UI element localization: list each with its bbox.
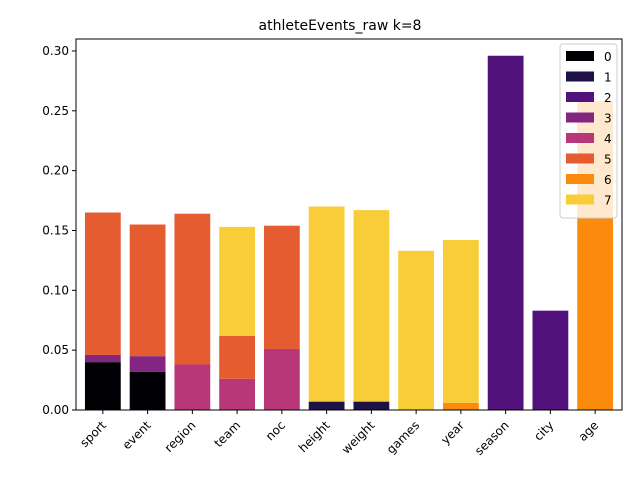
bar-segment-team-cluster-5 <box>219 335 256 379</box>
legend-swatch-6 <box>566 174 594 184</box>
chart-title: athleteEvents_raw k=8 <box>259 18 422 34</box>
bar-segment-team-cluster-7 <box>219 226 256 336</box>
legend-swatch-0 <box>566 51 594 61</box>
legend-swatch-1 <box>566 71 594 82</box>
bar-segment-sport-cluster-0 <box>84 362 121 410</box>
legend-label-3: 3 <box>604 112 612 126</box>
bar-segment-year-cluster-7 <box>442 240 479 403</box>
y-tick-label: 0.25 <box>42 104 69 118</box>
y-tick-label: 0.05 <box>42 343 69 357</box>
y-tick-label: 0.00 <box>42 403 69 417</box>
bar-segment-season-cluster-2 <box>487 55 524 410</box>
x-tick-label: region <box>162 418 199 455</box>
legend-label-2: 2 <box>604 91 612 105</box>
x-tick-label: year <box>438 418 467 447</box>
bar-segment-weight-cluster-1 <box>353 401 390 410</box>
legend-swatch-5 <box>566 153 594 164</box>
x-tick-label: sport <box>77 418 109 450</box>
bar-segment-event-cluster-5 <box>129 224 166 357</box>
x-tick-label: season <box>472 418 512 458</box>
plot-frame <box>75 38 623 411</box>
legend-label-6: 6 <box>604 173 612 187</box>
x-tick-label: team <box>211 418 243 450</box>
x-tick-label: city <box>531 418 556 443</box>
bar-segment-event-cluster-0 <box>129 371 166 410</box>
y-tick-label: 0.15 <box>42 223 69 237</box>
x-tick-label: event <box>120 418 154 452</box>
bar-segment-city-cluster-2 <box>532 310 569 410</box>
bar-segment-sport-cluster-5 <box>84 212 121 355</box>
bar-segment-height-cluster-7 <box>308 206 345 402</box>
legend-swatch-2 <box>566 92 594 102</box>
legend-swatch-3 <box>566 112 594 123</box>
legend-label-0: 0 <box>604 50 612 64</box>
legend-label-4: 4 <box>604 132 612 146</box>
bar-segment-games-cluster-7 <box>398 250 435 410</box>
y-tick-label: 0.10 <box>42 283 69 297</box>
bar-segment-team-cluster-4 <box>219 378 256 410</box>
y-tick-label: 0.20 <box>42 164 69 178</box>
bar-segment-noc-cluster-4 <box>263 348 300 410</box>
legend-label-1: 1 <box>604 71 612 85</box>
y-axis: 0.00 0.05 0.10 0.15 0.20 0.25 0.30 <box>42 44 76 417</box>
legend-swatch-4 <box>566 133 594 143</box>
y-tick-label: 0.30 <box>42 44 69 58</box>
x-tick-label: weight <box>339 418 378 457</box>
bar-segment-height-cluster-1 <box>308 401 345 410</box>
legend: 0 1 2 3 4 5 6 7 <box>559 43 618 219</box>
x-tick-label: games <box>384 418 422 456</box>
x-tick-label: age <box>576 418 602 444</box>
x-axis: sport event region team noc height weight games… <box>77 410 601 458</box>
bar-segment-event-cluster-3 <box>129 356 166 372</box>
x-tick-label: height <box>296 418 333 455</box>
bars-layer <box>84 55 614 410</box>
bar-segment-sport-cluster-3 <box>84 354 121 363</box>
bar-segment-weight-cluster-7 <box>353 210 390 402</box>
legend-label-7: 7 <box>604 194 612 208</box>
legend-label-5: 5 <box>604 153 612 167</box>
bar-segment-noc-cluster-5 <box>263 225 300 349</box>
bar-segment-region-cluster-5 <box>174 213 211 365</box>
x-tick-label: noc <box>263 418 288 443</box>
bar-segment-region-cluster-4 <box>174 364 211 410</box>
legend-swatch-7 <box>566 194 594 205</box>
bar-segment-year-cluster-6 <box>442 402 479 410</box>
